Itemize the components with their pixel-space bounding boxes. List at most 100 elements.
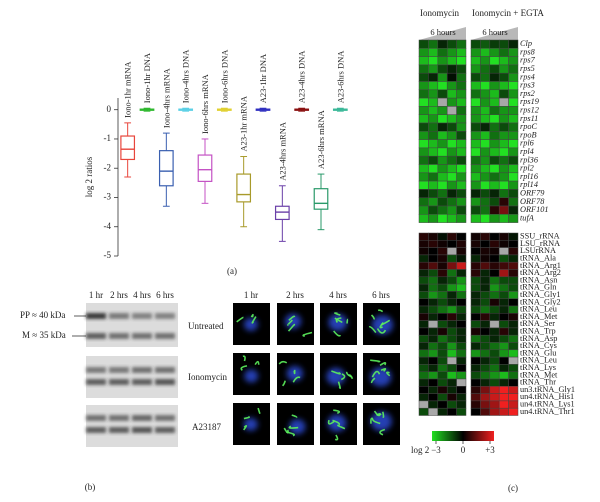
heatmap-cell: [480, 364, 491, 372]
heatmap-cell: [437, 172, 448, 182]
micrograph-signal: [377, 309, 384, 313]
heatmap-cell: [508, 240, 519, 248]
heatmap-cell: [428, 283, 439, 292]
heatmap-cell: [470, 327, 481, 336]
heatmap-cell: [418, 147, 429, 157]
heatmap-cell: [508, 139, 519, 149]
heatmap-cell: [508, 400, 519, 409]
heatmap-cell: [480, 386, 491, 394]
row-label: rps4: [520, 72, 535, 81]
category-label: Iono-4hrs DNA: [181, 49, 191, 103]
heatmap-cell: [446, 214, 457, 223]
heatmap-cell: [428, 349, 439, 358]
heatmap-cell: [508, 356, 519, 365]
heatmap-cell: [456, 400, 467, 409]
heatmap-cell: [446, 364, 457, 372]
heatmap-cell: [418, 139, 429, 149]
heatmap-cell: [470, 131, 481, 140]
category-label: A23-6hrs mRNA: [316, 109, 326, 169]
heatmap-cell: [446, 356, 457, 365]
heatmap-cell: [480, 131, 491, 140]
heatmap-cell: [470, 89, 481, 99]
heatmap-cell: [418, 283, 429, 292]
micrograph-signal: [333, 330, 342, 337]
heatmap-cell: [456, 378, 467, 387]
heatmap-cell: [508, 64, 519, 74]
blot-band: [132, 333, 152, 339]
heatmap-cell: [489, 189, 500, 198]
micrograph-signal: [278, 360, 288, 365]
heatmap-cell: [428, 276, 439, 285]
heatmap-cell: [489, 327, 500, 336]
heatmap-cell: [437, 269, 448, 278]
heatmap-cell: [437, 48, 448, 57]
heatmap-cell: [480, 172, 491, 182]
heatmap-cell: [428, 48, 439, 57]
heatmap-cell: [437, 283, 448, 292]
category-label: A23-6hrs DNA: [335, 50, 345, 104]
heatmap-cell: [437, 291, 448, 299]
heatmap-cell: [446, 155, 457, 165]
heatmap-cell: [428, 320, 439, 329]
heatmap-cell: [428, 378, 439, 387]
heatmap-cell: [428, 327, 439, 336]
heatmap-cell: [508, 189, 519, 198]
blot-band: [86, 379, 106, 385]
heatmap-cell: [470, 254, 481, 263]
heatmap-cell: [480, 139, 491, 149]
heatmap-cell: [480, 276, 491, 285]
heatmap-cell: [437, 349, 448, 358]
heatmap-cell: [446, 72, 457, 82]
micrograph-signal: [370, 417, 374, 424]
heatmap-cell: [470, 305, 481, 314]
box: [313, 188, 329, 210]
heatmap-cell: [498, 106, 509, 115]
heatmap-cell: [437, 97, 448, 107]
heatmap-cell: [456, 197, 467, 207]
heatmap-cell: [428, 240, 439, 248]
micrograph-signal: [376, 328, 387, 334]
heatmap-cell: [489, 298, 500, 307]
category-label: Iono-1hr DNA: [142, 52, 152, 103]
heatmap-cell: [498, 298, 509, 307]
heatmap-cell: [480, 214, 491, 223]
heatmap-cell: [418, 214, 429, 223]
y-tick-label: 0: [107, 104, 112, 114]
colorbar-label: log 2: [411, 445, 429, 455]
heatmap-cell: [437, 139, 448, 149]
heatmap-cell: [428, 155, 439, 165]
blot-band: [86, 427, 106, 433]
heatmap-cell: [437, 247, 448, 256]
heatmap-cell: [498, 240, 509, 248]
heatmap-cell: [480, 378, 491, 387]
heatmap-cell: [498, 122, 509, 132]
image-time-label: 1 hr: [244, 290, 258, 300]
heatmap-cell: [418, 81, 429, 91]
heatmap-cell: [418, 378, 429, 387]
heatmap-cell: [437, 393, 448, 402]
box: [236, 173, 252, 203]
heatmap-cell: [428, 298, 439, 307]
heatmap-cell: [489, 342, 500, 351]
micrograph-signal: [287, 323, 296, 332]
heatmap-cell: [428, 106, 439, 115]
condition-label: Untreated: [188, 321, 224, 331]
blot-band: [109, 379, 129, 385]
heatmap-cell: [456, 131, 467, 140]
category-label: A23-1hr mRNA: [239, 95, 249, 151]
heatmap-cell: [446, 97, 457, 107]
heatmap-cell: [508, 349, 519, 358]
heatmap-cell: [428, 172, 439, 182]
heatmap-cell: [446, 400, 457, 409]
heatmap-cell: [508, 155, 519, 165]
heatmap-cell: [470, 139, 481, 149]
row-label: LSUrRNA: [520, 246, 556, 255]
box: [120, 135, 136, 161]
heatmap-cell: [418, 197, 429, 207]
micrograph-signal: [250, 313, 254, 318]
heatmap-cell: [437, 180, 448, 190]
heatmap-cell: [446, 298, 457, 307]
heatmap-cell: [456, 147, 467, 157]
heatmap-cell: [437, 327, 448, 336]
